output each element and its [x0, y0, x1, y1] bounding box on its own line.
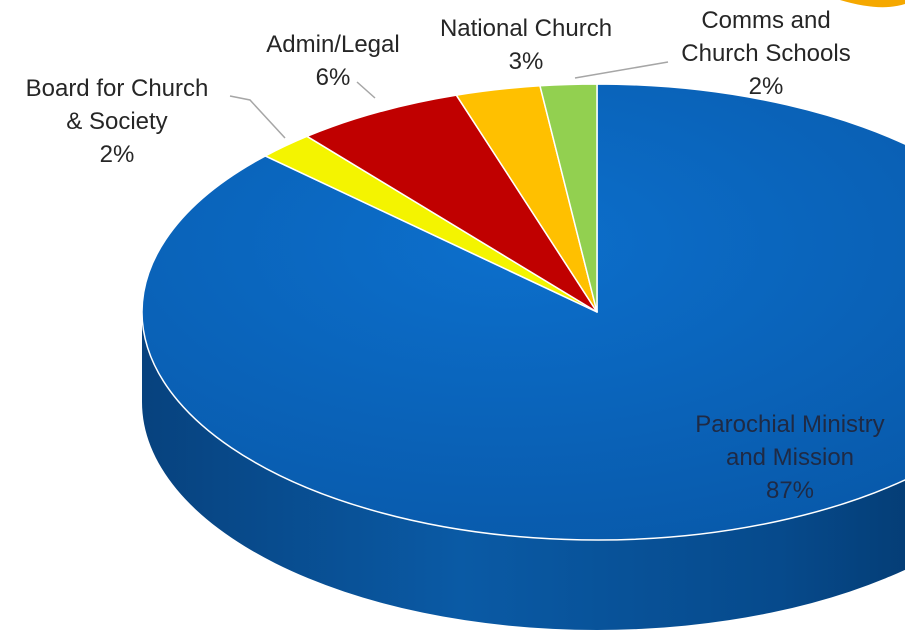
corner-decoration	[840, 0, 905, 8]
data-label-text: & Society	[66, 108, 167, 135]
data-label-text: Admin/Legal	[266, 31, 399, 58]
slice-admin-legal	[306, 94, 598, 313]
pie-side-group	[142, 312, 905, 630]
data-label-value: 6%	[316, 64, 351, 91]
data-label-text: National Church	[440, 15, 612, 42]
data-label-text: Parochial Ministry	[695, 411, 884, 438]
data-label-text: and Mission	[726, 444, 854, 471]
data-label-value: 2%	[100, 141, 135, 168]
pie-side-wall	[142, 312, 905, 630]
labels-group: Parochial Ministry and Mission 87% Board fo…	[26, 7, 885, 504]
slice-parochial-ministry-and-mission	[141, 83, 905, 541]
leader-line-admin-legal	[356, 81, 376, 99]
data-label-national-church: National Church 3%	[440, 15, 612, 75]
leader-line-comms-and-church-schools	[574, 61, 669, 79]
leader-line-board-for-church-society	[229, 95, 286, 139]
data-label-board-for-church-society: Board for Church & Society 2%	[26, 75, 209, 168]
data-label-text: Church Schools	[681, 40, 850, 67]
leader-lines-group	[229, 61, 669, 139]
data-label-text: Board for Church	[26, 75, 209, 102]
data-label-text: Comms and	[701, 7, 830, 34]
data-label-value: 3%	[509, 48, 544, 75]
data-label-comms-and-church-schools: Comms and Church Schools 2%	[681, 7, 850, 100]
slice-comms-and-church-schools	[539, 83, 598, 313]
data-label-value: 2%	[749, 73, 784, 100]
pie-top-group	[141, 83, 905, 541]
data-label-value: 87%	[766, 477, 814, 504]
data-label-parochial-ministry-and-mission: Parochial Ministry and Mission 87%	[695, 411, 884, 504]
data-label-admin-legal: Admin/Legal 6%	[266, 31, 399, 91]
